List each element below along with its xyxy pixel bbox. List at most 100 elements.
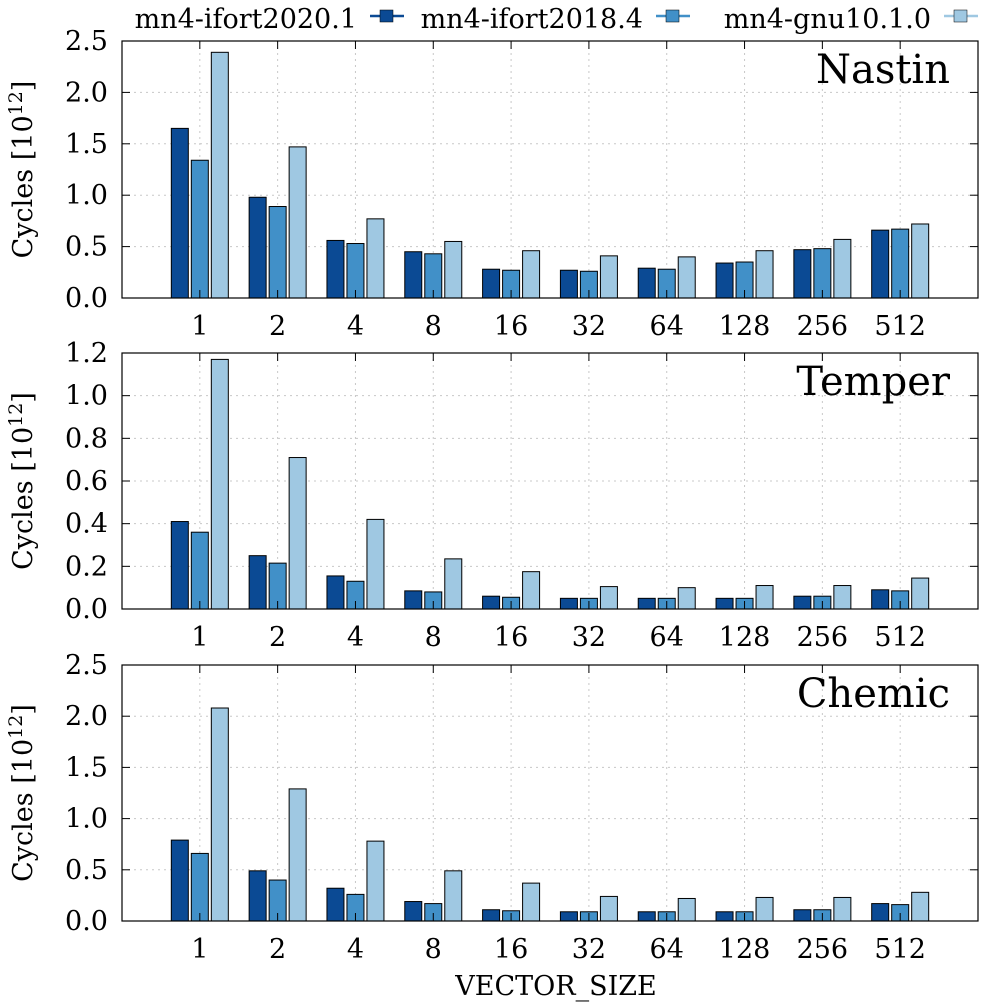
y-axis-label: Cycles [1012] [5, 81, 39, 259]
panel-title: Temper [796, 359, 950, 405]
bar-nastin-s1-512 [891, 228, 910, 299]
bar-chemic-s2-8 [444, 870, 463, 922]
y-axis-label: Cycles [1012] [5, 704, 39, 882]
bar-nastin-s2-8 [444, 240, 463, 299]
y-tick-label: 2.0 [65, 77, 108, 108]
bar-temper-s0-8 [404, 590, 423, 610]
bar-nastin-s0-1 [170, 127, 189, 299]
x-tick-label: 4 [347, 934, 364, 965]
x-tick-label: 8 [425, 934, 442, 965]
x-tick-label: 2 [269, 934, 286, 965]
x-tick-label: 512 [874, 311, 926, 342]
bar-temper-s0-32 [559, 597, 578, 610]
bar-nastin-s1-1 [190, 159, 209, 299]
y-tick-label: 0.5 [65, 855, 108, 886]
y-tick-label: 0.8 [65, 423, 108, 454]
bar-nastin-s0-2 [248, 196, 267, 299]
y-tick-label: 0.5 [65, 232, 108, 263]
legend-marker-2 [953, 9, 968, 23]
x-tick-label: 1 [191, 622, 208, 653]
y-tick-label: 1.0 [65, 180, 108, 211]
y-axis-label-close: ] [8, 704, 39, 715]
x-tick-label: 64 [650, 934, 684, 965]
bar-chemic-s0-32 [559, 911, 578, 922]
panel-title: Nastin [816, 47, 950, 93]
bar-nastin-s2-4 [366, 218, 385, 299]
x-tick-label: 8 [425, 311, 442, 342]
x-tick-label: 8 [425, 622, 442, 653]
y-tick-label: 1.0 [65, 804, 108, 835]
legend-marker-1 [665, 9, 680, 23]
bar-nastin-s2-2 [288, 146, 307, 299]
bar-nastin-s2-512 [911, 223, 930, 299]
y-tick-label: 0.4 [65, 509, 108, 540]
legend-label-0: mn4-ifort2020.1 [135, 4, 357, 35]
legend-swatch-0 [370, 9, 404, 23]
bar-nastin-s1-2 [268, 206, 287, 299]
bar-temper-s0-256 [793, 595, 812, 610]
x-tick-label: 32 [572, 934, 606, 965]
bar-temper-s2-16 [522, 571, 541, 610]
y-tick-label: 0.2 [65, 551, 108, 582]
x-tick-label: 512 [874, 622, 926, 653]
bar-chemic-s0-16 [482, 909, 501, 922]
legend-label-1: mn4-ifort2018.4 [421, 4, 643, 35]
y-axis-label-main: Cycles [10 [8, 115, 39, 258]
plot-frame [121, 664, 979, 922]
y-axis-label: Cycles [1012] [5, 392, 39, 570]
y-tick-label: 0.0 [65, 283, 108, 314]
x-tick-label: 4 [347, 311, 364, 342]
bar-chemic-s2-64 [677, 897, 696, 922]
y-tick-label: 0.6 [65, 466, 108, 497]
bar-temper-s0-16 [482, 595, 501, 610]
y-tick-label: 1.2 [65, 338, 108, 369]
y-tick-label: 1.5 [65, 752, 108, 783]
bar-temper-s2-4 [366, 518, 385, 610]
bar-temper-s2-128 [755, 585, 774, 610]
bar-temper-s0-64 [637, 597, 656, 610]
panel-nastin: 0.00.51.01.52.02.51 2 4 8 16 32 64 128 256 512Nas… [5, 26, 979, 342]
y-tick-label: 2.5 [65, 650, 108, 681]
x-tick-label: 16 [494, 622, 528, 653]
bar-chemic-s0-512 [871, 903, 890, 922]
y-tick-label: 1.0 [65, 381, 108, 412]
x-tick-label: 4 [347, 622, 364, 653]
bar-nastin-s2-128 [755, 250, 774, 299]
bar-chemic-s2-4 [366, 840, 385, 922]
bar-temper-s0-128 [715, 597, 734, 610]
x-tick-label: 256 [797, 311, 849, 342]
bar-nastin-s2-64 [677, 256, 696, 299]
legend: mn4-ifort2020.1 mn4-ifort2018.4 mn4-gnu1… [135, 4, 978, 35]
bar-temper-s0-1 [170, 521, 189, 610]
bar-chemic-s2-2 [288, 788, 307, 922]
bar-temper-s2-64 [677, 587, 696, 610]
legend-marker-0 [379, 9, 394, 23]
bar-chemic-s2-512 [911, 891, 930, 922]
bar-temper-s2-2 [288, 457, 307, 610]
bar-chemic-s0-1 [170, 839, 189, 922]
bar-temper-s1-1 [190, 531, 209, 610]
bar-temper-s2-512 [911, 577, 930, 610]
bar-nastin-s0-16 [482, 268, 501, 299]
bar-chemic-s2-256 [833, 896, 852, 922]
bar-chemic-s2-1 [210, 707, 229, 922]
panel-temper: 0.00.20.40.60.81.01.21 2 4 8 16 32 64 128 256 512… [5, 338, 979, 653]
y-axis-label-close: ] [8, 81, 39, 92]
y-tick-label: 1.5 [65, 129, 108, 160]
bar-temper-s0-512 [871, 589, 890, 610]
bar-nastin-s0-256 [793, 249, 812, 299]
bar-chemic-s2-128 [755, 896, 774, 922]
bar-temper-s2-8 [444, 558, 463, 610]
x-tick-label: 32 [572, 622, 606, 653]
x-tick-label: 16 [494, 934, 528, 965]
plot-frame [121, 40, 979, 299]
x-tick-label: 256 [797, 934, 849, 965]
x-tick-label: 32 [572, 311, 606, 342]
x-tick-label: 1 [191, 934, 208, 965]
bar-nastin-s2-32 [599, 255, 618, 299]
y-tick-label: 0.0 [65, 906, 108, 937]
bar-chemic-s1-1 [190, 852, 209, 922]
legend-swatch-1 [656, 9, 690, 23]
bar-nastin-s2-256 [833, 238, 852, 299]
